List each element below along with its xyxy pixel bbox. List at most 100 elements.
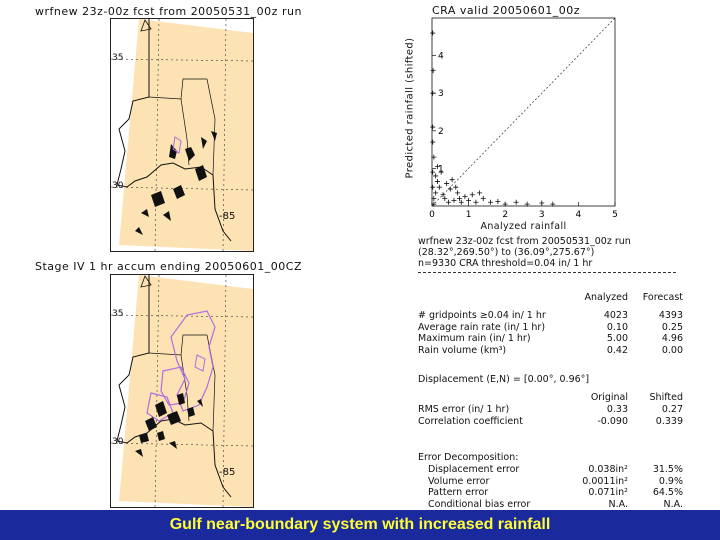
stats-row-label: Average rain rate (in/ 1 hr) <box>418 321 546 333</box>
bottom-map-gridline <box>111 442 253 447</box>
scatter-point <box>453 184 459 190</box>
scatter-point <box>430 184 436 190</box>
stats-row: Pattern error 0.071in² 64.5% <box>418 487 683 498</box>
scatter-point <box>433 190 439 196</box>
stats-row-value-a: 0.33 <box>606 404 628 415</box>
stats-row: # gridpoints ≥0.04 in/ 1 hr 4023 4393 <box>418 310 683 321</box>
scatter-point <box>462 194 468 200</box>
scatter-point <box>456 195 462 201</box>
bottom-map-gridline <box>222 275 227 507</box>
top-map-lon-label: -85 <box>219 211 236 222</box>
stats-row-value-a: 4023 <box>603 310 628 321</box>
scatter-point <box>455 190 461 196</box>
stats-row-label: RMS error (in/ 1 hr) <box>418 404 510 415</box>
scatter-point <box>469 192 475 198</box>
scatter-y-tick-label: 2 <box>438 127 444 137</box>
scatter-point <box>495 198 501 204</box>
bottom-map-rain-cells <box>135 393 203 457</box>
stats-col-analyzed: Analyzed <box>584 292 628 303</box>
top-map-rain-cells <box>135 131 217 235</box>
scatter-xlabel: Analyzed rainfall <box>480 221 567 232</box>
scatter-point <box>488 199 494 205</box>
stats-col-shifted: Shifted <box>649 392 683 403</box>
stats-panel: wrfnew 23z-00z fcst from 20050531_00z ru… <box>418 234 683 510</box>
scatter-point <box>444 180 450 186</box>
bottom-map-state-border <box>148 334 207 356</box>
scatter-point <box>430 139 436 145</box>
scatter-diagonal <box>431 17 616 207</box>
top-map-lat-label: 30 <box>112 181 124 191</box>
top-map-state-border <box>206 78 216 176</box>
bottom-map-panel: 35 30 -85 <box>110 274 254 508</box>
stats-row-value-a: 5.00 <box>606 333 628 344</box>
stats-col-original: Original <box>590 392 628 403</box>
stats-row-label: Displacement error <box>428 464 520 475</box>
scatter-point <box>431 154 437 160</box>
scatter-point <box>433 173 439 179</box>
bottom-map-arrow-icon <box>140 275 152 288</box>
scatter-point <box>447 186 453 192</box>
top-map-domain <box>119 19 253 251</box>
scatter-x-tick-label: 5 <box>612 210 618 219</box>
stats-row-value-b: 31.5% <box>652 464 683 475</box>
stats-row-value-a: 0.42 <box>606 344 628 356</box>
scatter-x-tick-label: 0 <box>429 210 435 219</box>
stats-row-value-b: 0.339 <box>655 415 683 427</box>
scatter-ylabel: Predicted rainfall (shifted) <box>404 37 416 179</box>
scatter-layer: 0 1 2 3 4 5 1 2 3 4 <box>429 17 618 219</box>
bottom-map-rain-contour <box>194 354 206 372</box>
caption-text: Gulf near-boundary system with increased… <box>169 516 551 533</box>
stats-row: RMS error (in/ 1 hr) 0.33 0.27 <box>418 404 683 415</box>
stats-divider <box>418 272 676 273</box>
scatter-point <box>539 200 545 206</box>
stats-row: Rain volume (km³) 0.42 0.00 <box>418 345 683 356</box>
scatter-point <box>550 201 556 207</box>
scatter-point <box>434 164 440 170</box>
scatter-x-tick-label: 3 <box>539 210 545 219</box>
scatter-y-tick-label: 1 <box>438 164 444 174</box>
bottom-map-lat-label: 30 <box>112 437 124 447</box>
scatter-point <box>431 201 437 207</box>
stats-row-value-b: 0.25 <box>661 321 683 333</box>
stats-row-value-b: 0.9% <box>658 475 683 487</box>
scatter-point <box>431 195 437 201</box>
scatter-point <box>440 192 446 198</box>
scatter-point <box>430 169 436 175</box>
scatter-ylabel-wrap: Predicted rainfall (shifted) <box>403 37 417 180</box>
stats-row-value-b: 4393 <box>658 310 683 321</box>
scatter-point <box>430 30 436 36</box>
scatter-point <box>477 190 483 196</box>
bottom-map-title: Stage IV 1 hr accum ending 20050601_00CZ <box>35 260 302 273</box>
bottom-map-svg <box>111 275 253 507</box>
stats-row-value-a: N.A. <box>608 498 628 510</box>
scatter-x-tick-label: 2 <box>502 210 508 219</box>
top-map-svg <box>111 19 253 251</box>
scatter-point <box>451 197 457 203</box>
scatter-y-tick-label: 4 <box>438 52 444 62</box>
stats-row-label: Correlation coefficient <box>418 415 523 427</box>
caption-bar: Gulf near-boundary system with increased… <box>0 510 720 540</box>
stats-row-value-a: 0.038in² <box>588 464 628 475</box>
stats-header-line: wrfnew 23z-00z fcst from 20050531_00z ru… <box>418 236 631 247</box>
scatter-point <box>430 124 436 130</box>
scatter-point <box>442 195 448 201</box>
scatter-point <box>445 199 451 205</box>
scatter-title: CRA valid 20050601_00z <box>432 4 581 17</box>
top-map-arrow-icon <box>140 19 152 32</box>
scatter-x-tick-label: 4 <box>576 210 582 219</box>
stats-displacement: Displacement (E,N) = [0.00°, 0.96°] <box>418 374 590 385</box>
stats-header-line: (28.32°,269.50°) to (36.09°,275.67°) <box>418 247 595 258</box>
bottom-map-gridline <box>111 314 253 318</box>
bottom-map-lon-label: -85 <box>219 467 236 478</box>
stats-row-value-b: N.A. <box>663 498 683 510</box>
scatter-point <box>430 90 436 96</box>
stats-decomp-title: Error Decomposition: <box>418 452 519 463</box>
scatter-point <box>434 179 440 185</box>
bottom-map-lat-label: 35 <box>112 309 124 319</box>
stats-row: Conditional bias error N.A. N.A. <box>418 499 683 510</box>
stats-row: Correlation coefficient -0.090 0.339 <box>418 416 683 427</box>
scatter-point <box>436 184 442 190</box>
scatter-point <box>430 68 436 74</box>
stats-header-line: n=9330 CRA threshold=0.04 in/ 1 hr <box>418 258 593 269</box>
scatter-point <box>524 201 530 207</box>
